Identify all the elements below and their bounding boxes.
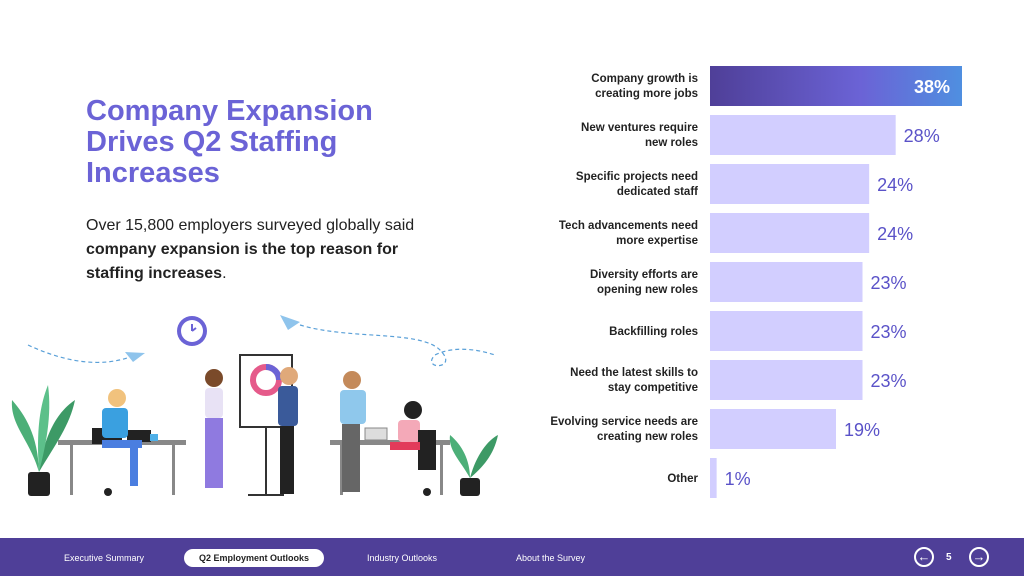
nav-q2-employment-outlooks[interactable]: Q2 Employment Outlooks xyxy=(184,549,325,567)
desk-right xyxy=(330,371,450,496)
value-label: 23% xyxy=(871,371,907,391)
category-label: Diversity efforts are opening new roles xyxy=(590,269,698,296)
value-label: 28% xyxy=(904,126,940,146)
category-label: Need the latest skills to stay competitiv… xyxy=(570,367,698,394)
value-label: 1% xyxy=(725,469,751,489)
value-label: 24% xyxy=(877,224,913,244)
value-label: 23% xyxy=(871,322,907,342)
bar xyxy=(710,360,863,400)
value-label: 19% xyxy=(844,420,880,440)
category-label: Other xyxy=(667,473,698,485)
plane-trail-left xyxy=(27,344,136,364)
nav-industry-outlooks[interactable]: Industry Outlooks xyxy=(367,553,438,563)
category-label: Tech advancements need more expertise xyxy=(559,220,698,247)
desk-left xyxy=(58,389,186,496)
value-label: 38% xyxy=(914,77,950,97)
nav-about-the-survey[interactable]: About the Survey xyxy=(516,553,586,563)
value-label: 24% xyxy=(877,175,913,195)
bar xyxy=(710,409,836,449)
bar xyxy=(710,164,870,204)
whiteboard-presenter xyxy=(205,354,298,496)
bar xyxy=(710,213,870,253)
description-suffix: . xyxy=(222,265,227,282)
staffing-reasons-bar-chart: Company growth is creating more jobs 38% Ne… xyxy=(550,66,962,498)
footer-nav: Executive Summary Q2 Employment Outlooks… xyxy=(0,538,1024,576)
paper-plane-icon xyxy=(280,315,300,330)
description-prefix: Over 15,800 employers surveyed globally … xyxy=(86,217,415,234)
category-label: Evolving service needs are creating new r… xyxy=(550,416,698,443)
page-title: Company Expansion Drives Q2 Staffing Inc… xyxy=(86,95,373,189)
bar xyxy=(710,311,863,351)
category-label: Backfilling roles xyxy=(609,326,698,338)
bar xyxy=(710,262,863,302)
description: Over 15,800 employers surveyed globally … xyxy=(86,214,416,286)
description-emphasis: company expansion is the top reason for … xyxy=(86,241,399,282)
office-illustration xyxy=(11,315,498,496)
bar xyxy=(710,66,962,106)
value-label: 23% xyxy=(871,273,907,293)
plant-left xyxy=(11,385,75,496)
page-number: 5 xyxy=(946,552,952,563)
paper-plane-icon xyxy=(125,352,145,362)
plane-trail-right xyxy=(299,324,496,367)
plant-right xyxy=(449,435,498,496)
nav-executive-summary[interactable]: Executive Summary xyxy=(64,553,145,563)
arrow-right-icon[interactable]: → xyxy=(969,547,989,567)
bar xyxy=(710,458,717,498)
category-label: Company growth is creating more jobs xyxy=(591,73,698,100)
bar xyxy=(710,115,896,155)
category-label: Specific projects need dedicated staff xyxy=(576,171,698,198)
category-label: New ventures require new roles xyxy=(581,122,698,149)
arrow-left-icon[interactable]: ← xyxy=(914,547,934,567)
